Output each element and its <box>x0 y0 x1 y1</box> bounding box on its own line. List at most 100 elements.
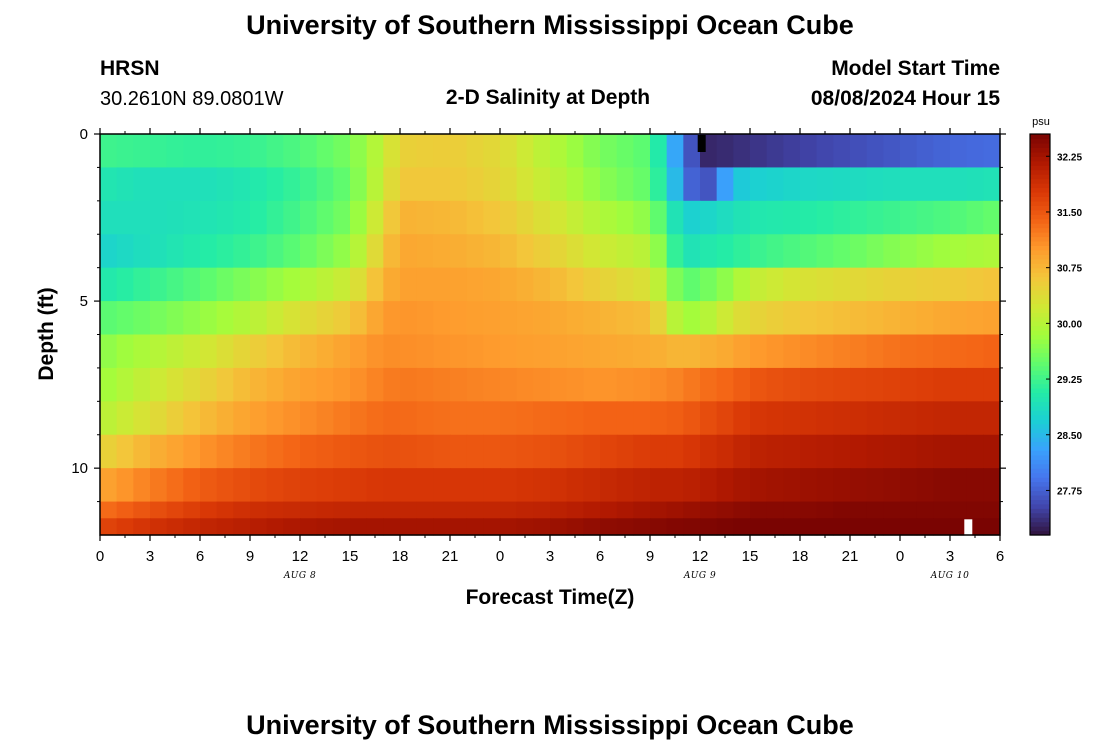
heatmap-cell <box>700 401 718 436</box>
colorbar-segment <box>1030 147 1050 153</box>
heatmap-cell <box>983 468 1001 503</box>
colorbar-segment <box>1030 200 1050 206</box>
heatmap-cell <box>366 334 384 369</box>
heatmap-cell <box>966 468 984 503</box>
colorbar-segment <box>1030 414 1050 420</box>
heatmap-cell <box>716 234 734 269</box>
heatmap-cell <box>333 334 351 369</box>
heatmap-cell <box>933 468 951 503</box>
heatmap-cell <box>916 167 934 202</box>
heatmap-cell <box>100 301 118 336</box>
colorbar-segment <box>1030 517 1050 523</box>
heatmap-cell <box>283 301 301 336</box>
heatmap-cell <box>883 401 901 436</box>
colorbar-segment <box>1030 312 1050 318</box>
heatmap-cell <box>250 334 268 369</box>
heatmap-cell <box>816 167 834 202</box>
heatmap-cell <box>166 468 184 503</box>
heatmap-cell <box>566 200 584 235</box>
heatmap-cell <box>950 501 968 519</box>
heatmap-cell <box>850 334 868 369</box>
heatmap-cell <box>183 267 201 302</box>
heatmap-cell <box>233 301 251 336</box>
heatmap-cell <box>883 468 901 503</box>
heatmap-cell <box>816 200 834 235</box>
colorbar-segment <box>1030 361 1050 367</box>
heatmap-cell <box>150 518 168 536</box>
heatmap-cell <box>300 434 318 469</box>
colorbar-frame <box>1029 133 1051 536</box>
heatmap-cell <box>800 334 818 369</box>
heatmap-cell <box>366 234 384 269</box>
heatmap-cell <box>116 200 134 235</box>
heatmap-cell <box>483 367 501 402</box>
heatmap-cell <box>516 518 534 536</box>
heatmap-cell <box>316 518 334 536</box>
colorbar-segment <box>1030 454 1050 460</box>
heatmap-cell <box>533 434 551 469</box>
colorbar: 27.75 28.50 29.25 30.00 30.75 31.50 32.25 <box>1029 133 1082 536</box>
heatmap-cell <box>233 367 251 402</box>
heatmap-cell <box>350 367 368 402</box>
heatmap-cell <box>133 301 151 336</box>
heatmap-cell <box>200 267 218 302</box>
heatmap-cell <box>583 200 601 235</box>
heatmap-cell <box>116 334 134 369</box>
heatmap-cell <box>983 167 1001 202</box>
colorbar-segment <box>1030 272 1050 278</box>
heatmap-cell <box>266 134 284 169</box>
heatmap-cell <box>600 518 618 536</box>
heatmap-cell <box>300 334 318 369</box>
heatmap-cell <box>933 518 951 536</box>
heatmap-cell <box>166 334 184 369</box>
heatmap-cell <box>966 367 984 402</box>
x-tick-label: 15 <box>742 548 759 565</box>
heatmap-cell <box>600 267 618 302</box>
heatmap-cell <box>133 518 151 536</box>
heatmap-cell <box>316 367 334 402</box>
heatmap-cell <box>400 518 418 536</box>
heatmap-cell <box>383 301 401 336</box>
heatmap-cell <box>283 200 301 235</box>
heatmap-cell <box>366 501 384 519</box>
heatmap-cell <box>766 434 784 469</box>
heatmap-cell <box>700 267 718 302</box>
heatmap-cell <box>416 234 434 269</box>
heatmap-cell <box>183 434 201 469</box>
heatmap-cell <box>216 134 234 169</box>
heatmap-cell <box>366 401 384 436</box>
heatmap-cell <box>750 518 768 536</box>
heatmap-cell <box>283 334 301 369</box>
heatmap-cell <box>616 367 634 402</box>
heatmap-cell <box>466 334 484 369</box>
heatmap-cell <box>116 267 134 302</box>
heatmap-cell <box>666 234 684 269</box>
heatmap-cell <box>550 468 568 503</box>
heatmap-cell <box>300 501 318 519</box>
heatmap-cell <box>333 134 351 169</box>
colorbar-segment <box>1030 227 1050 233</box>
colorbar-segment <box>1030 445 1050 451</box>
heatmap-cell <box>700 167 718 202</box>
heatmap-cell <box>700 234 718 269</box>
heatmap-cell <box>750 501 768 519</box>
colorbar-segment <box>1030 174 1050 180</box>
heatmap-cell <box>233 401 251 436</box>
heatmap-cell <box>816 301 834 336</box>
heatmap-cell <box>683 334 701 369</box>
heatmap-cell <box>750 401 768 436</box>
heatmap-cell <box>816 401 834 436</box>
heatmap-cell <box>983 434 1001 469</box>
heatmap-cell <box>566 134 584 169</box>
heatmap-cell <box>183 234 201 269</box>
colorbar-unit: psu <box>1032 116 1050 128</box>
heatmap-cell <box>533 501 551 519</box>
station-coordinates: 30.2610N 89.0801W <box>100 88 284 110</box>
heatmap-cell <box>350 134 368 169</box>
heatmap-cell <box>233 334 251 369</box>
heatmap-cell <box>683 501 701 519</box>
heatmap-cell <box>583 518 601 536</box>
heatmap-cell <box>983 301 1001 336</box>
heatmap-cell <box>266 301 284 336</box>
colorbar-segment <box>1030 160 1050 166</box>
